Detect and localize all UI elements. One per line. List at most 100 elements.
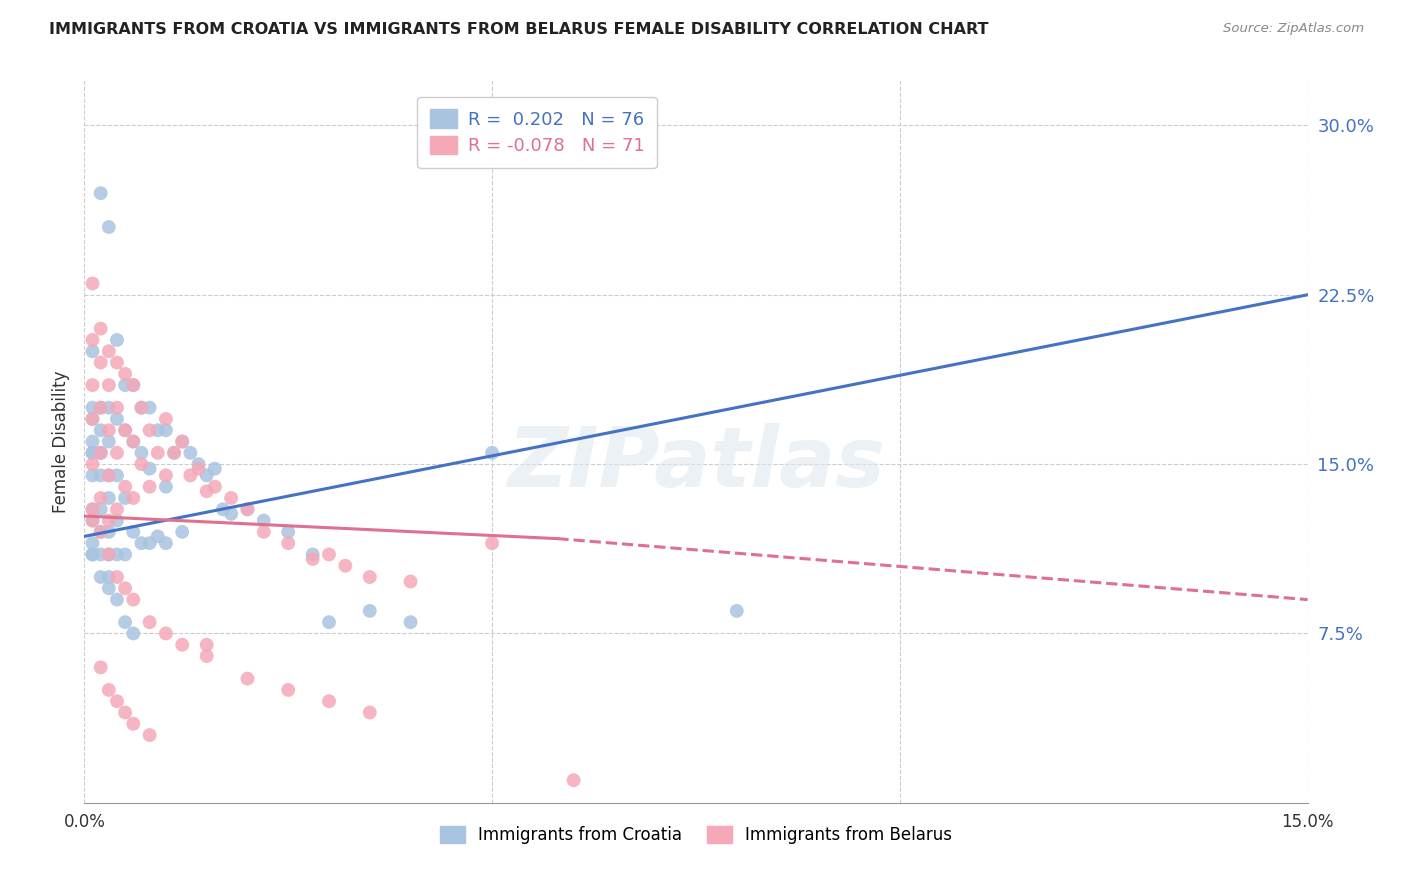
Point <box>131 401 153 415</box>
Point <box>122 592 145 607</box>
Point <box>253 524 276 539</box>
Point <box>97 468 120 483</box>
Point <box>114 548 136 562</box>
Point <box>97 344 120 359</box>
Point <box>105 694 128 708</box>
Point <box>122 524 145 539</box>
Point <box>399 574 422 589</box>
Point <box>146 446 169 460</box>
Point <box>90 423 112 437</box>
Point <box>219 507 242 521</box>
Point <box>179 468 201 483</box>
Point <box>114 423 136 437</box>
Point <box>195 648 218 663</box>
Point <box>90 446 112 460</box>
Point <box>138 423 160 437</box>
Point <box>97 468 120 483</box>
Point <box>90 401 112 415</box>
Point <box>179 446 201 460</box>
Point <box>359 604 381 618</box>
Point <box>359 706 381 720</box>
Point <box>204 461 226 475</box>
Point <box>122 378 145 392</box>
Point <box>301 552 323 566</box>
Text: IMMIGRANTS FROM CROATIA VS IMMIGRANTS FROM BELARUS FEMALE DISABILITY CORRELATION: IMMIGRANTS FROM CROATIA VS IMMIGRANTS FR… <box>49 22 988 37</box>
Point <box>97 220 120 235</box>
Point <box>138 728 160 742</box>
Point <box>155 412 177 426</box>
Point <box>172 434 194 449</box>
Legend: Immigrants from Croatia, Immigrants from Belarus: Immigrants from Croatia, Immigrants from… <box>432 817 960 852</box>
Y-axis label: Female Disability: Female Disability <box>52 370 70 513</box>
Point <box>90 524 112 539</box>
Point <box>90 491 112 505</box>
Point <box>90 570 112 584</box>
Point <box>155 536 177 550</box>
Point <box>90 548 112 562</box>
Point <box>97 682 120 697</box>
Point <box>82 412 104 426</box>
Point <box>163 446 186 460</box>
Point <box>82 446 104 460</box>
Point <box>82 333 104 347</box>
Point <box>301 548 323 562</box>
Point <box>277 524 299 539</box>
Point <box>90 468 112 483</box>
Point <box>187 457 209 471</box>
Point <box>105 355 128 369</box>
Point <box>97 378 120 392</box>
Point <box>97 423 120 437</box>
Point <box>138 461 160 475</box>
Point <box>90 401 112 415</box>
Point <box>114 423 136 437</box>
Point <box>82 548 104 562</box>
Point <box>105 446 128 460</box>
Point <box>212 502 235 516</box>
Point <box>97 548 120 562</box>
Point <box>138 480 160 494</box>
Point <box>82 412 104 426</box>
Point <box>146 423 169 437</box>
Point <box>277 536 299 550</box>
Point <box>122 434 145 449</box>
Point <box>131 536 153 550</box>
Point <box>97 401 120 415</box>
Point <box>725 604 748 618</box>
Point <box>105 333 128 347</box>
Point <box>146 529 169 543</box>
Point <box>195 484 218 499</box>
Point <box>253 514 276 528</box>
Point <box>105 570 128 584</box>
Point <box>82 502 104 516</box>
Point <box>562 119 585 133</box>
Point <box>155 423 177 437</box>
Point <box>97 524 120 539</box>
Point <box>562 773 585 788</box>
Point <box>114 480 136 494</box>
Point <box>318 615 340 630</box>
Point <box>105 548 128 562</box>
Point <box>82 378 104 392</box>
Point <box>172 638 194 652</box>
Point <box>122 378 145 392</box>
Point <box>138 536 160 550</box>
Point <box>90 660 112 674</box>
Text: Source: ZipAtlas.com: Source: ZipAtlas.com <box>1223 22 1364 36</box>
Point <box>172 434 194 449</box>
Point <box>82 502 104 516</box>
Point <box>97 514 120 528</box>
Point <box>187 461 209 475</box>
Point <box>114 491 136 505</box>
Point <box>195 468 218 483</box>
Point <box>90 446 112 460</box>
Point <box>359 570 381 584</box>
Point <box>82 514 104 528</box>
Point <box>399 615 422 630</box>
Point <box>82 457 104 471</box>
Point <box>195 638 218 652</box>
Point <box>481 536 503 550</box>
Point <box>277 682 299 697</box>
Point <box>82 277 104 291</box>
Point <box>82 434 104 449</box>
Point <box>97 582 120 596</box>
